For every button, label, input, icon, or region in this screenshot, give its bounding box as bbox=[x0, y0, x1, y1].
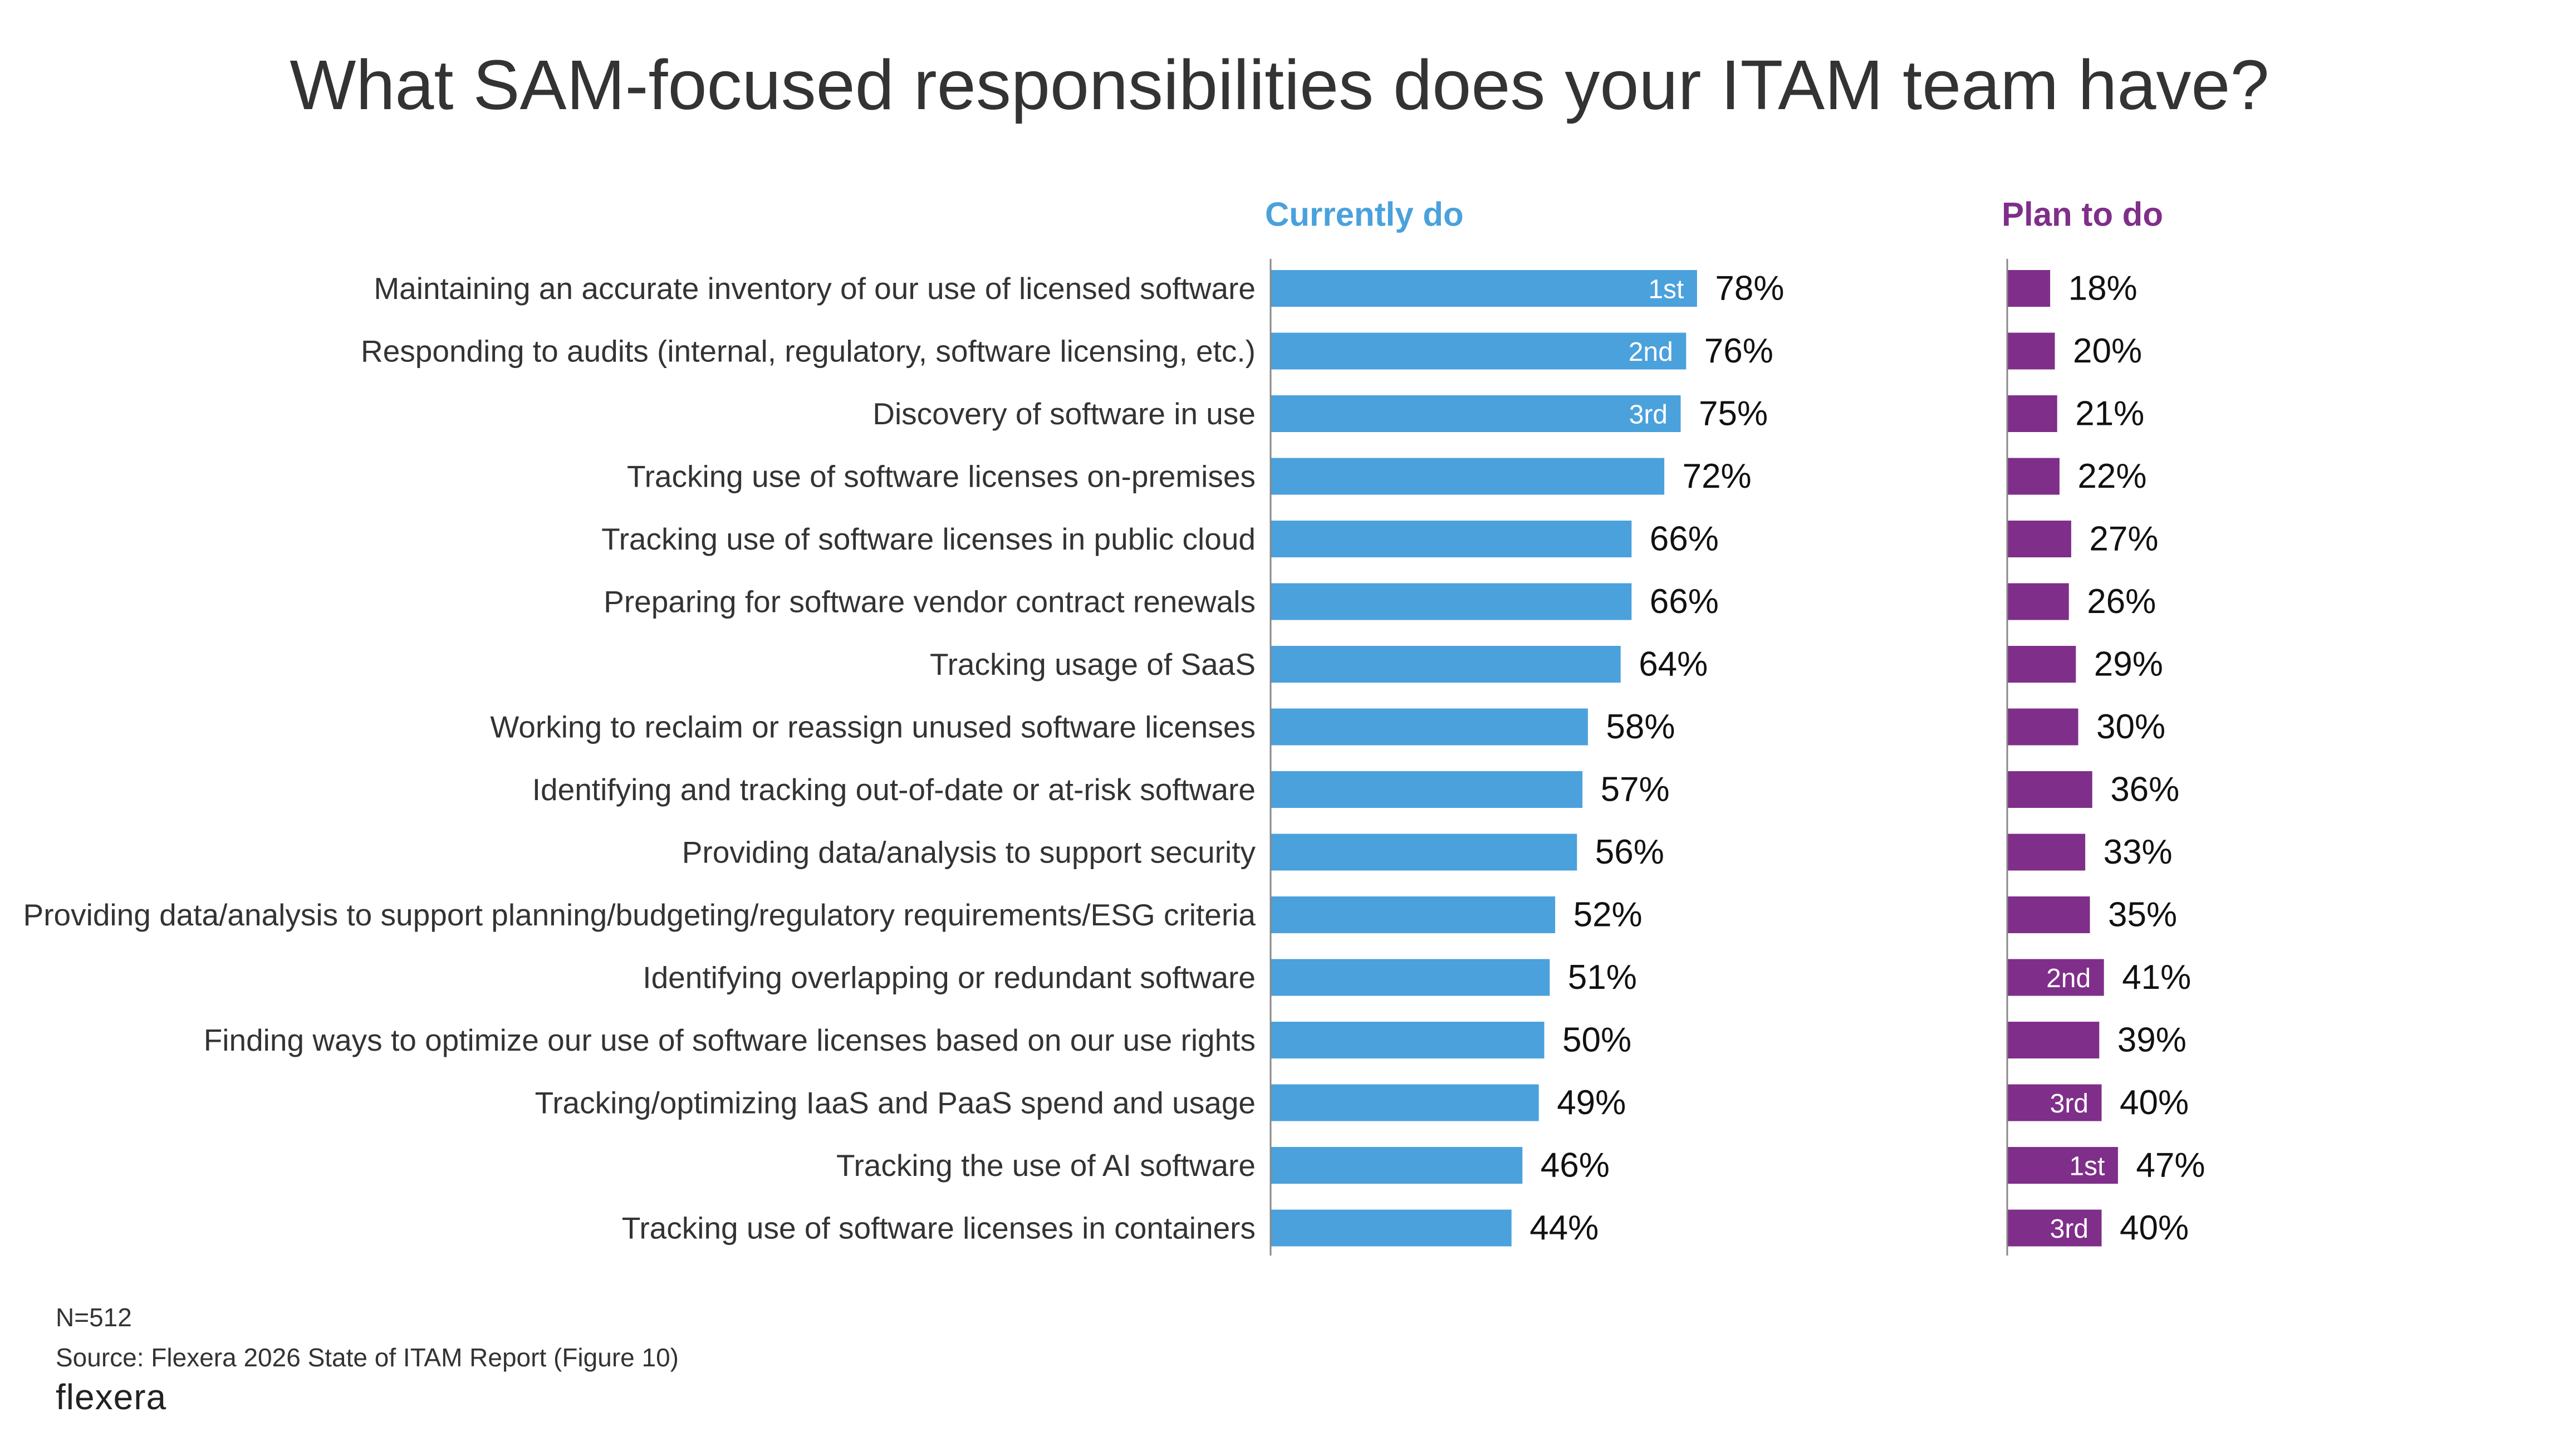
rank-badge: 2nd bbox=[2046, 964, 2091, 993]
bar bbox=[1271, 959, 1550, 996]
bar bbox=[1271, 521, 1632, 557]
data-label: 29% bbox=[2094, 645, 2163, 684]
bar bbox=[1271, 834, 1577, 871]
series-currently-do: Currently do 78% 1st 76% 2nd 75% 3rd 72% 66% 66% 6… bbox=[1265, 196, 1784, 1256]
chart-title: What SAM-focused responsibilities does y… bbox=[290, 46, 2269, 124]
data-label: 58% bbox=[1606, 708, 1675, 746]
data-label: 39% bbox=[2117, 1021, 2187, 1060]
category-label: Tracking use of software licenses in con… bbox=[622, 1211, 1256, 1246]
bar bbox=[2008, 896, 2090, 933]
data-label: 57% bbox=[1601, 771, 1670, 809]
category-label: Tracking use of software licenses in pub… bbox=[601, 522, 1256, 556]
data-label: 26% bbox=[2087, 582, 2156, 621]
data-label: 64% bbox=[1639, 645, 1708, 684]
bar bbox=[1271, 583, 1632, 620]
bar bbox=[2008, 1022, 2100, 1058]
bar bbox=[2008, 1084, 2102, 1121]
data-label: 21% bbox=[2075, 395, 2144, 433]
series-header: Plan to do bbox=[2002, 196, 2163, 233]
bar bbox=[2008, 834, 2086, 871]
data-label: 75% bbox=[1699, 395, 1768, 433]
bar bbox=[1271, 395, 1681, 432]
category-label: Maintaining an accurate inventory of our… bbox=[374, 271, 1256, 306]
bar bbox=[2008, 332, 2055, 370]
category-label: Providing data/analysis to support plann… bbox=[23, 898, 1256, 932]
data-label: 72% bbox=[1683, 457, 1752, 496]
data-label: 66% bbox=[1650, 582, 1719, 621]
bar bbox=[1271, 332, 1687, 370]
category-label: Tracking use of software licenses on-pre… bbox=[627, 459, 1256, 494]
bar bbox=[1271, 1022, 1545, 1058]
bar-chart: Maintaining an accurate inventory of our… bbox=[23, 196, 2205, 1256]
bar bbox=[2008, 708, 2078, 746]
category-label: Tracking/optimizing IaaS and PaaS spend … bbox=[535, 1086, 1256, 1120]
data-label: 52% bbox=[1573, 896, 1643, 934]
data-label: 56% bbox=[1595, 833, 1664, 871]
bar bbox=[2008, 583, 2069, 620]
series-plan-to-do: Plan to do 18% 20% 21% 22% 27% 26% 29% 30% 36% 33%… bbox=[2002, 196, 2205, 1256]
bar bbox=[1271, 270, 1697, 307]
bar bbox=[1271, 1084, 1539, 1121]
data-label: 44% bbox=[1529, 1209, 1599, 1247]
bar bbox=[1271, 646, 1621, 683]
bar bbox=[2008, 521, 2071, 557]
chart-panels: Currently do 78% 1st 76% 2nd 75% 3rd 72% 66% 66% 6… bbox=[1265, 196, 2205, 1256]
bar bbox=[2008, 771, 2092, 808]
data-label: 78% bbox=[1715, 269, 1784, 308]
data-label: 20% bbox=[2073, 332, 2142, 370]
data-label: 46% bbox=[1541, 1146, 1610, 1185]
bar bbox=[1271, 1209, 1512, 1247]
data-label: 66% bbox=[1650, 520, 1719, 558]
bar bbox=[2008, 1147, 2118, 1184]
bar bbox=[2008, 959, 2104, 996]
bar bbox=[2008, 646, 2076, 683]
data-label: 33% bbox=[2104, 833, 2173, 871]
category-label: Providing data/analysis to support secur… bbox=[682, 835, 1256, 870]
category-label: Discovery of software in use bbox=[872, 396, 1256, 431]
data-label: 51% bbox=[1568, 958, 1637, 997]
data-label: 22% bbox=[2077, 457, 2146, 496]
category-labels: Maintaining an accurate inventory of our… bbox=[23, 271, 1256, 1246]
category-label: Responding to audits (internal, regulato… bbox=[361, 334, 1256, 369]
sample-size: N=512 bbox=[56, 1303, 132, 1332]
rank-badge: 1st bbox=[2069, 1152, 2105, 1182]
category-label: Identifying overlapping or redundant sof… bbox=[643, 960, 1256, 995]
data-label: 49% bbox=[1557, 1084, 1626, 1122]
rank-badge: 3rd bbox=[1629, 400, 1668, 430]
data-label: 41% bbox=[2122, 958, 2191, 997]
rank-badge: 3rd bbox=[2050, 1089, 2089, 1119]
flexera-logo: flexera bbox=[56, 1377, 167, 1417]
bar bbox=[2008, 458, 2060, 495]
rank-badge: 3rd bbox=[2050, 1214, 2089, 1244]
category-label: Tracking the use of AI software bbox=[836, 1148, 1256, 1183]
bar bbox=[1271, 458, 1665, 495]
bar bbox=[2008, 270, 2051, 307]
data-label: 35% bbox=[2108, 896, 2177, 934]
category-label: Tracking usage of SaaS bbox=[930, 647, 1256, 682]
category-label: Identifying and tracking out-of-date or … bbox=[532, 772, 1256, 807]
rank-badge: 2nd bbox=[1629, 337, 1673, 367]
category-label: Finding ways to optimize our use of soft… bbox=[204, 1023, 1256, 1057]
bar bbox=[1271, 708, 1588, 746]
bar bbox=[1271, 896, 1556, 933]
source-note: Source: Flexera 2026 State of ITAM Repor… bbox=[56, 1343, 679, 1372]
data-label: 36% bbox=[2110, 771, 2179, 809]
bar bbox=[2008, 1209, 2102, 1247]
bar bbox=[1271, 771, 1583, 808]
data-label: 50% bbox=[1562, 1021, 1631, 1060]
bar bbox=[1271, 1147, 1523, 1184]
rank-badge: 1st bbox=[1648, 275, 1684, 305]
series-header: Currently do bbox=[1265, 196, 1464, 233]
bar bbox=[2008, 395, 2057, 432]
data-label: 27% bbox=[2089, 520, 2158, 558]
data-label: 40% bbox=[2120, 1084, 2189, 1122]
data-label: 18% bbox=[2068, 269, 2138, 308]
data-label: 76% bbox=[1704, 332, 1773, 370]
data-label: 30% bbox=[2096, 708, 2165, 746]
data-label: 47% bbox=[2136, 1146, 2205, 1185]
data-label: 40% bbox=[2120, 1209, 2189, 1247]
category-label: Working to reclaim or reassign unused so… bbox=[490, 710, 1256, 744]
footer: N=512 Source: Flexera 2026 State of ITAM… bbox=[56, 1297, 679, 1377]
category-label: Preparing for software vendor contract r… bbox=[604, 585, 1256, 619]
